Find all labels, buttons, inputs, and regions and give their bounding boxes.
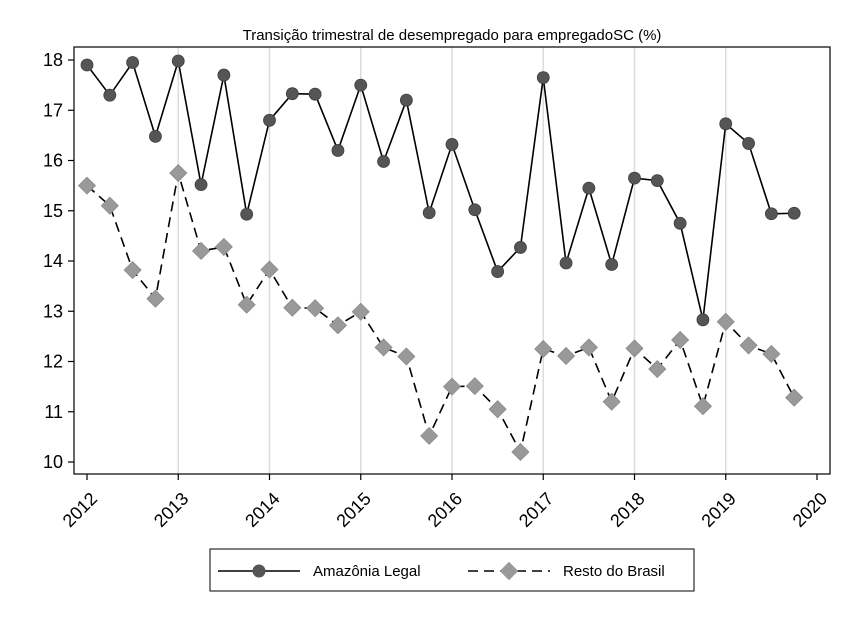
data-point (468, 203, 482, 217)
data-point (628, 171, 641, 185)
data-point (399, 93, 413, 107)
data-point (377, 155, 390, 168)
data-point (354, 78, 368, 92)
y-tick-label: 15 (43, 201, 63, 221)
data-point (217, 68, 231, 82)
x-tick-label: 2013 (150, 488, 192, 530)
legend-item-resto-do-brasil: Resto do Brasil (468, 561, 665, 581)
data-point (285, 87, 299, 101)
data-point (742, 137, 755, 150)
data-point (263, 113, 276, 127)
data-point (169, 164, 188, 183)
data-point (764, 207, 778, 221)
data-point (716, 312, 735, 331)
data-point (442, 377, 462, 396)
y-tick-label: 11 (44, 402, 63, 422)
data-point (557, 346, 576, 366)
data-point (579, 338, 598, 357)
x-tick-label: 2016 (424, 488, 466, 530)
y-tick-label: 16 (43, 151, 63, 171)
data-point (308, 87, 322, 101)
legend-marker-amazonia-legal (252, 564, 266, 578)
data-point (192, 241, 211, 261)
axes: 2012 2013 2014 2015 2016 2017 2018 2019 2020 10 11… (43, 50, 831, 531)
x-tick-label: 2015 (332, 488, 374, 530)
legend-label-resto-do-brasil: Resto do Brasil (563, 563, 665, 580)
data-point (488, 400, 507, 419)
data-point (374, 338, 393, 357)
data-point (100, 196, 119, 215)
legend-label-amazonia-legal: Amazônia Legal (313, 563, 421, 580)
data-point (237, 295, 256, 314)
data-point (693, 397, 712, 416)
data-point (146, 289, 165, 308)
y-tick-label: 13 (43, 301, 63, 321)
data-point (103, 88, 117, 102)
data-point (80, 58, 94, 72)
grid (177, 47, 727, 474)
data-point (719, 117, 733, 131)
data-point (126, 56, 140, 69)
data-point (650, 174, 664, 188)
data-point (602, 392, 621, 411)
data-point (511, 442, 530, 462)
data-point (536, 71, 550, 84)
data-point (260, 260, 279, 279)
data-point (534, 339, 553, 358)
legend-marker-resto-do-brasil (499, 561, 519, 581)
legend-item-amazonia-legal: Amazônia Legal (218, 563, 421, 580)
data-point (422, 206, 436, 220)
y-tick-label: 10 (43, 452, 63, 472)
data-point (785, 388, 804, 407)
data-point (762, 344, 781, 364)
data-point (648, 359, 667, 379)
data-point (739, 336, 758, 355)
data-point (214, 237, 233, 256)
x-tick-label: 2019 (697, 488, 739, 530)
data-point (671, 330, 690, 349)
data-point (240, 207, 254, 221)
data-point (397, 347, 416, 366)
y-tick-label: 14 (43, 251, 63, 271)
data-point (328, 316, 347, 335)
data-point (306, 299, 325, 318)
data-point (283, 298, 302, 317)
data-point (171, 54, 185, 68)
legend-box (209, 548, 695, 592)
x-tick-label: 2014 (241, 488, 283, 530)
x-tick-label: 2012 (59, 488, 101, 530)
data-point (420, 426, 439, 445)
data-point (331, 144, 345, 157)
data-point (673, 216, 687, 230)
data-point (605, 258, 619, 271)
series (77, 54, 804, 462)
data-point (445, 138, 459, 151)
data-point (491, 265, 505, 278)
data-point (625, 339, 644, 358)
data-point (696, 313, 710, 327)
x-tick-label: 2017 (515, 488, 557, 530)
data-point (514, 241, 527, 254)
y-tick-label: 18 (43, 50, 63, 70)
x-tick-label: 2018 (606, 488, 648, 530)
y-tick-label: 12 (43, 352, 63, 372)
data-point (77, 176, 97, 195)
legend: Amazônia Legal Resto do Brasil (209, 548, 695, 592)
data-point (351, 302, 370, 321)
x-tick-label: 2020 (789, 488, 831, 530)
data-point (123, 260, 142, 280)
y-tick-label: 17 (43, 100, 63, 120)
series-line-resto-do-brasil (86, 172, 795, 455)
data-point (194, 178, 208, 192)
data-point (559, 256, 573, 270)
chart-title: Transição trimestral de desempregado par… (243, 27, 662, 44)
data-point (465, 377, 484, 396)
data-point (787, 206, 801, 220)
data-point (582, 181, 596, 195)
data-point (149, 129, 162, 143)
series-line-amazonia-legal (86, 60, 795, 320)
